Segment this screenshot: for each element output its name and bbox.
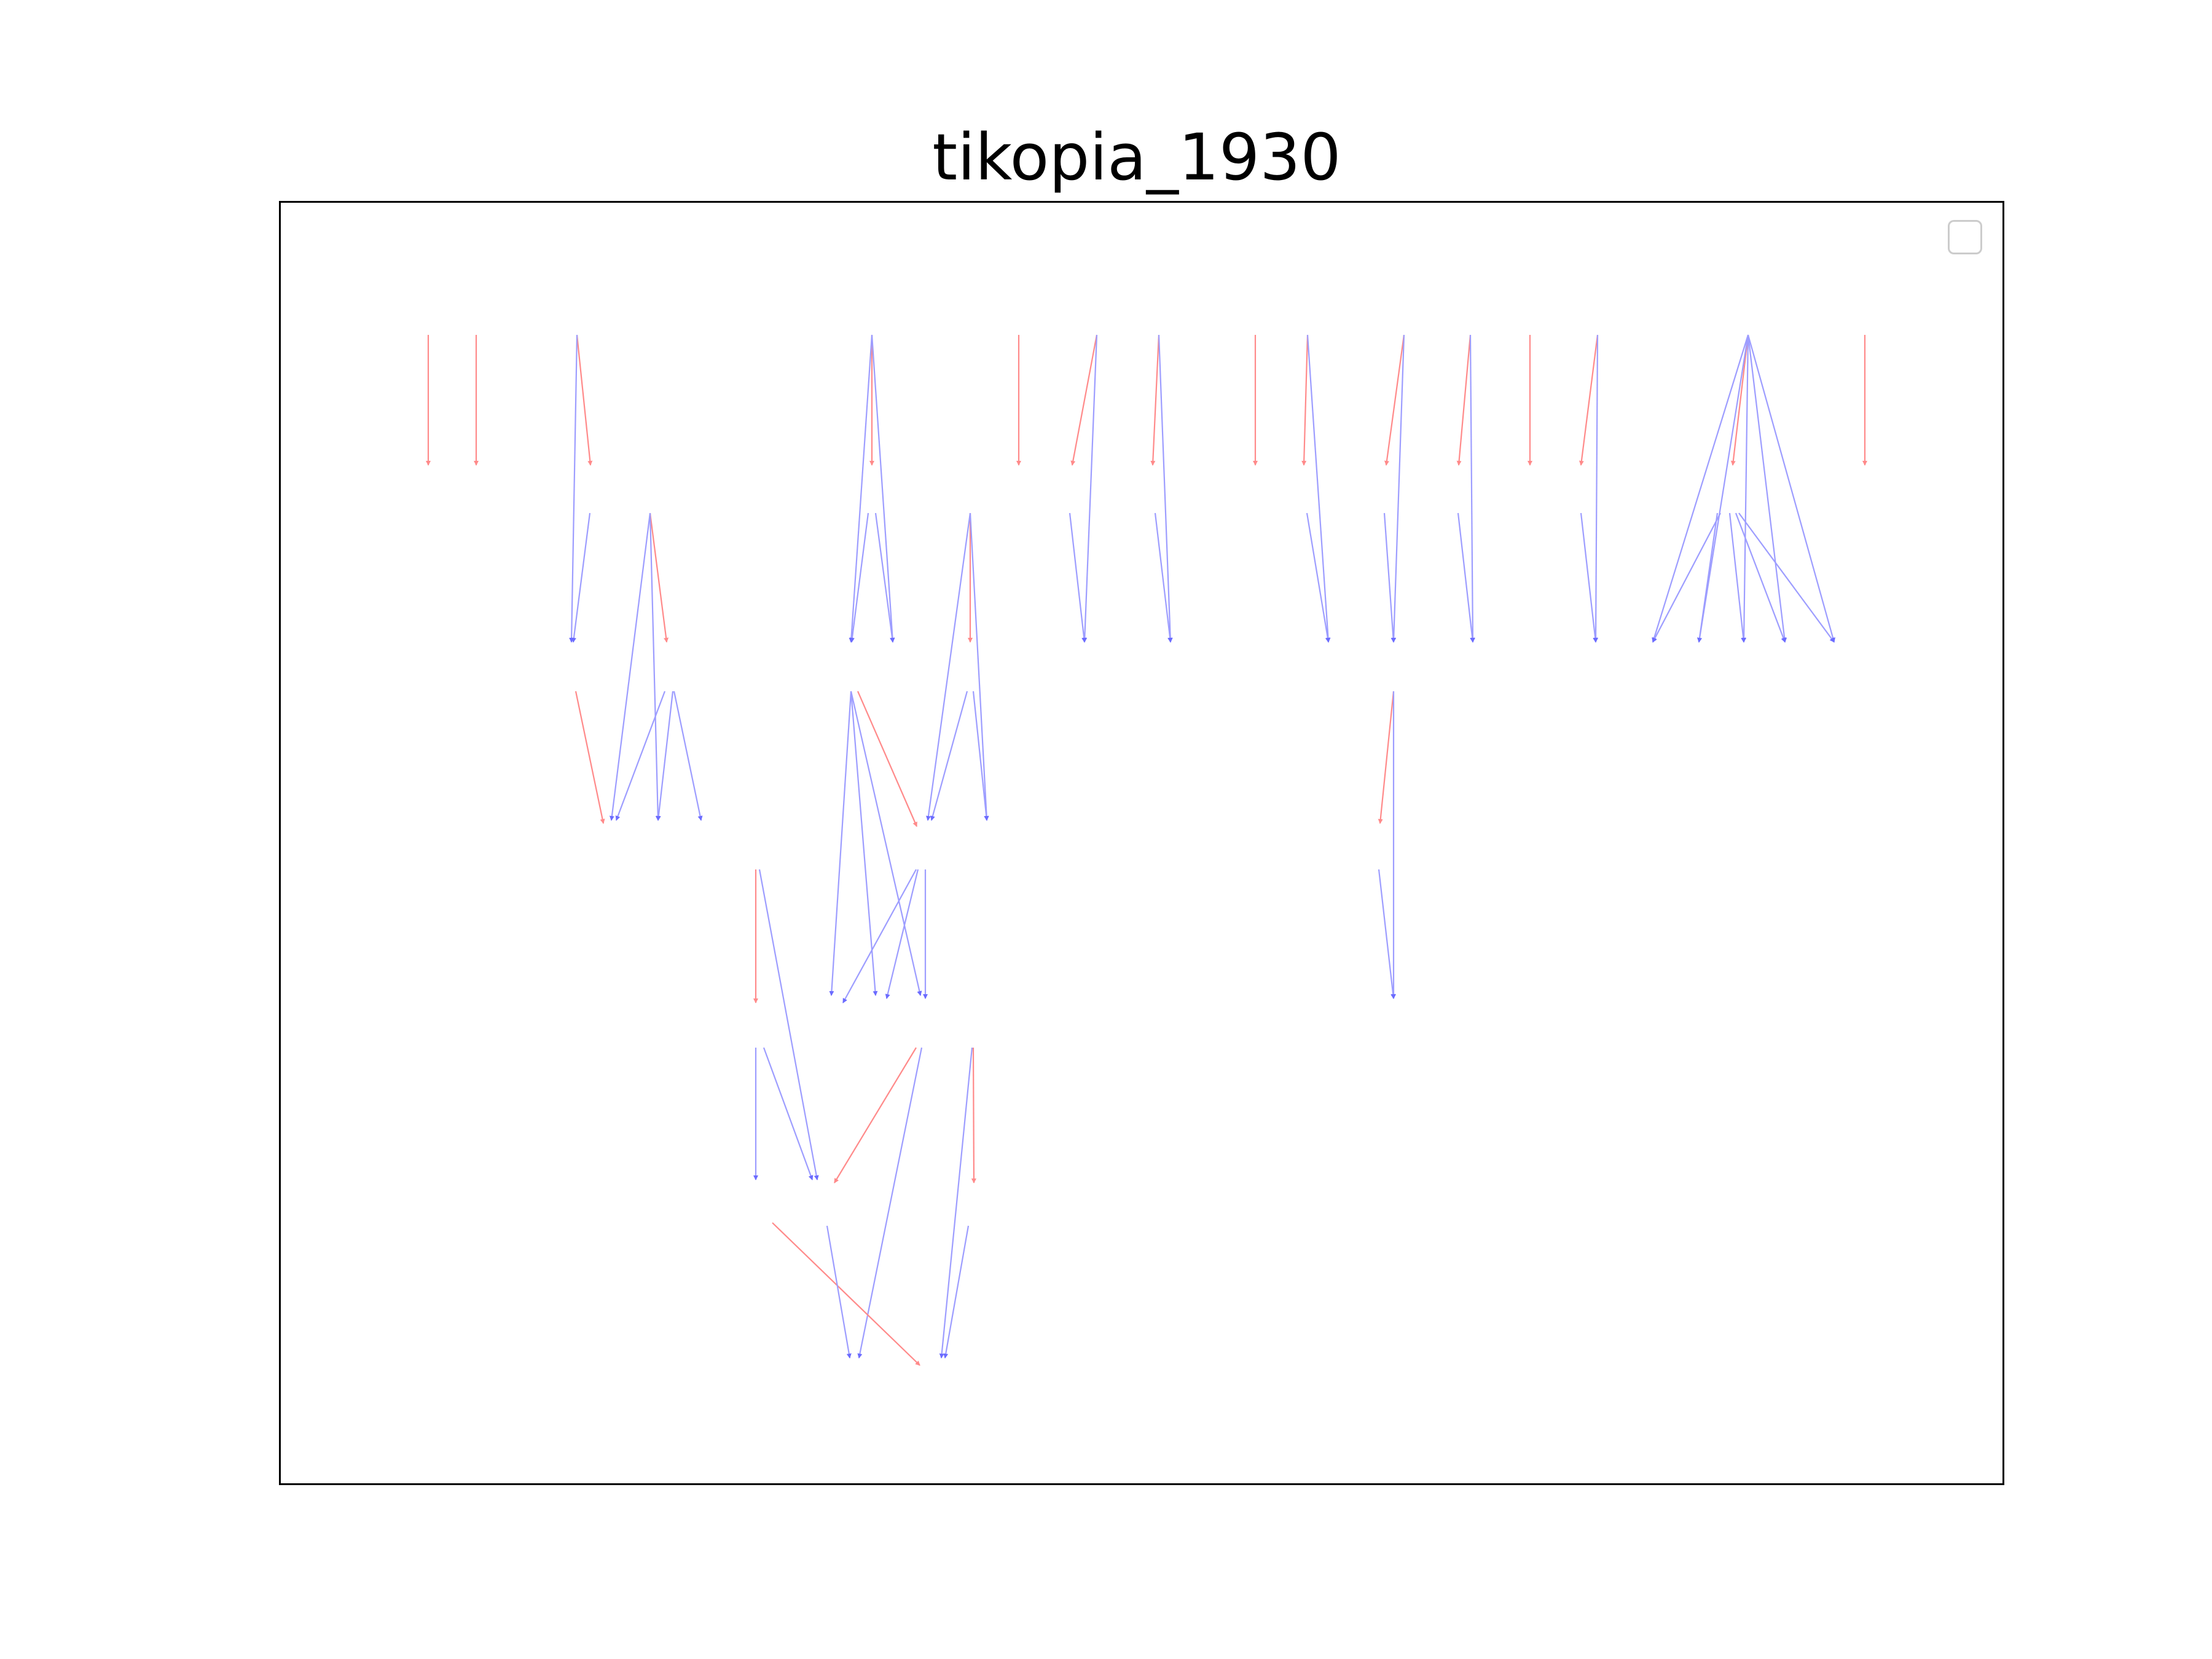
blue-edge-31 bbox=[609, 512, 651, 821]
blue-edge-6 bbox=[871, 334, 895, 643]
blue-edge-41 bbox=[1383, 512, 1396, 643]
blue-edge-26 bbox=[1747, 334, 1787, 643]
blue-edge-54 bbox=[850, 691, 878, 996]
red-edge-71 bbox=[971, 1047, 976, 1183]
blue-edge-29 bbox=[571, 512, 591, 643]
red-edge-13 bbox=[1301, 334, 1309, 466]
blue-edge-18 bbox=[1469, 334, 1475, 643]
red-edge-8 bbox=[1070, 334, 1098, 466]
blue-edge-34 bbox=[874, 512, 895, 643]
blue-edge-47 bbox=[1735, 512, 1786, 643]
plot-frame bbox=[279, 201, 2004, 1485]
blue-edge-74 bbox=[826, 1225, 852, 1359]
blue-edge-9 bbox=[1082, 334, 1098, 643]
blue-edge-55 bbox=[850, 691, 922, 996]
blue-edge-14 bbox=[1306, 334, 1331, 643]
blue-edge-24 bbox=[1697, 334, 1749, 643]
blue-edge-66 bbox=[1378, 869, 1396, 999]
blue-edge-50 bbox=[615, 691, 666, 821]
blue-edge-27 bbox=[1747, 334, 1835, 643]
blue-edge-53 bbox=[829, 691, 852, 996]
blue-edge-63 bbox=[842, 869, 917, 1003]
blue-edge-58 bbox=[972, 691, 989, 821]
red-edge-69 bbox=[834, 1047, 917, 1183]
red-edge-20 bbox=[1579, 334, 1599, 466]
blue-edge-70 bbox=[857, 1047, 923, 1359]
blue-edge-33 bbox=[849, 512, 869, 643]
blue-edge-40 bbox=[1306, 512, 1330, 643]
red-edge-49 bbox=[575, 691, 605, 824]
red-edge-10 bbox=[1150, 334, 1160, 466]
blue-edge-52 bbox=[673, 691, 703, 821]
blue-edge-32 bbox=[649, 512, 661, 821]
blue-edge-43 bbox=[1580, 512, 1598, 643]
blue-edge-46 bbox=[1728, 512, 1746, 643]
blue-edge-3 bbox=[569, 334, 578, 643]
blue-edge-25 bbox=[1741, 334, 1749, 643]
figure-title: tikopia_1930 bbox=[932, 120, 1341, 195]
blue-edge-16 bbox=[1391, 334, 1405, 643]
blue-edge-21 bbox=[1593, 334, 1599, 643]
blue-edge-75 bbox=[943, 1225, 970, 1359]
blue-edge-68 bbox=[763, 1047, 814, 1180]
blue-edge-48 bbox=[1738, 512, 1835, 643]
blue-edge-72 bbox=[939, 1047, 973, 1359]
red-edge-30 bbox=[649, 512, 669, 643]
blue-edge-42 bbox=[1457, 512, 1475, 643]
empty-legend-box bbox=[1948, 220, 1982, 254]
blue-edge-37 bbox=[969, 512, 989, 821]
red-edge-56 bbox=[857, 691, 918, 827]
blue-edge-5 bbox=[849, 334, 873, 643]
blue-edge-36 bbox=[925, 512, 971, 821]
blue-edge-44 bbox=[1697, 512, 1719, 643]
blue-edge-51 bbox=[656, 691, 674, 821]
red-edge-17 bbox=[1456, 334, 1472, 466]
blue-edge-45 bbox=[1652, 512, 1721, 643]
blue-edge-11 bbox=[1158, 334, 1173, 643]
blue-edge-64 bbox=[885, 869, 919, 999]
red-edge-22 bbox=[1730, 334, 1749, 466]
blue-edge-62 bbox=[758, 869, 819, 1180]
red-edge-59 bbox=[1378, 691, 1395, 824]
red-edge-2 bbox=[576, 334, 593, 466]
red-edge-15 bbox=[1384, 334, 1405, 466]
blue-edge-57 bbox=[930, 691, 968, 821]
red-edge-73 bbox=[772, 1222, 920, 1366]
blue-edge-23 bbox=[1652, 334, 1749, 643]
blue-edge-39 bbox=[1154, 512, 1173, 643]
blue-edge-38 bbox=[1069, 512, 1087, 643]
